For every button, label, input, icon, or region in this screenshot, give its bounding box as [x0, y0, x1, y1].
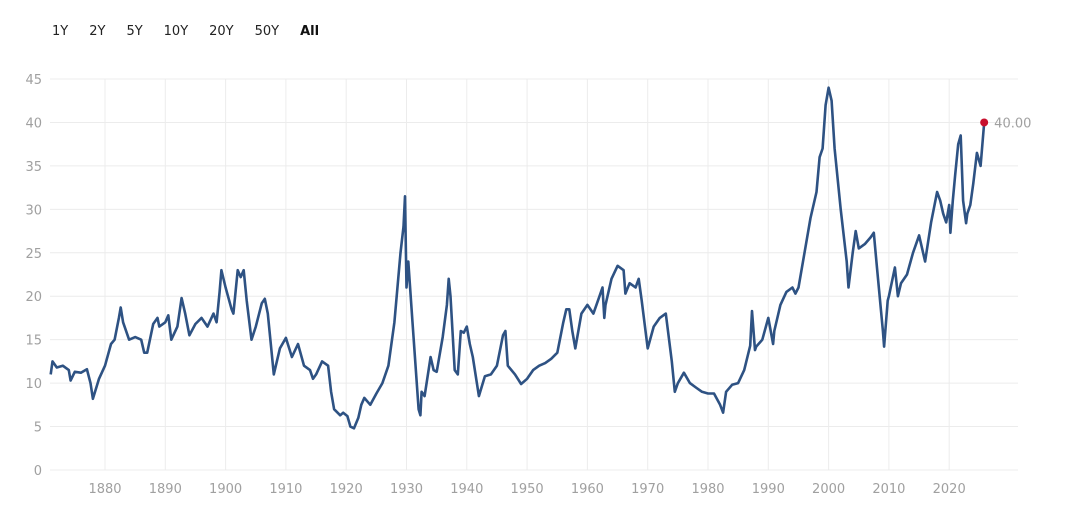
y-tick-label: 0 — [34, 464, 42, 479]
series-line — [49, 86, 986, 430]
x-tick-label: 1980 — [691, 482, 724, 497]
x-tick-label: 1920 — [330, 482, 363, 497]
x-tick-label: 1940 — [450, 482, 483, 497]
y-tick-label: 25 — [25, 247, 42, 262]
range-button-50y[interactable]: 50Y — [254, 24, 280, 39]
range-button-1y[interactable]: 1Y — [52, 24, 69, 39]
x-tick-label: 1910 — [269, 482, 302, 497]
range-selector: 1Y 2Y 5Y 10Y 20Y 50Y All — [52, 24, 340, 39]
x-tick-label: 1950 — [511, 482, 544, 497]
x-tick-label: 2020 — [933, 482, 966, 497]
range-button-10y[interactable]: 10Y — [163, 24, 189, 39]
x-tick-label: 1960 — [571, 482, 604, 497]
x-tick-label: 2010 — [872, 482, 905, 497]
x-axis: 1880 1890 1900 1910 1920 1930 1940 1950 1960 1970… — [88, 482, 965, 497]
y-tick-label: 40 — [25, 116, 42, 131]
range-button-5y[interactable]: 5Y — [126, 24, 143, 39]
last-point-marker — [980, 118, 989, 127]
y-tick-label: 45 — [25, 73, 42, 88]
x-tick-label: 1890 — [149, 482, 182, 497]
x-tick-label: 1990 — [752, 482, 785, 497]
y-tick-label: 20 — [25, 290, 42, 305]
x-tick-label: 2000 — [812, 482, 845, 497]
y-tick-label: 35 — [25, 160, 42, 175]
y-tick-label: 15 — [25, 334, 42, 349]
y-axis: 0 5 10 15 20 25 30 35 40 45 — [25, 73, 42, 479]
x-tick-label: 1930 — [390, 482, 423, 497]
x-tick-label: 1970 — [631, 482, 664, 497]
x-tick-label: 1880 — [88, 482, 121, 497]
range-button-20y[interactable]: 20Y — [209, 24, 234, 39]
grid — [50, 78, 1018, 471]
range-button-2y[interactable]: 2Y — [89, 24, 106, 39]
range-button-all[interactable]: All — [300, 24, 320, 39]
y-tick-label: 30 — [25, 203, 42, 218]
x-tick-label: 1900 — [209, 482, 242, 497]
y-tick-label: 10 — [25, 377, 42, 392]
last-value-label: 40.00 — [994, 116, 1031, 131]
y-tick-label: 5 — [34, 421, 42, 436]
